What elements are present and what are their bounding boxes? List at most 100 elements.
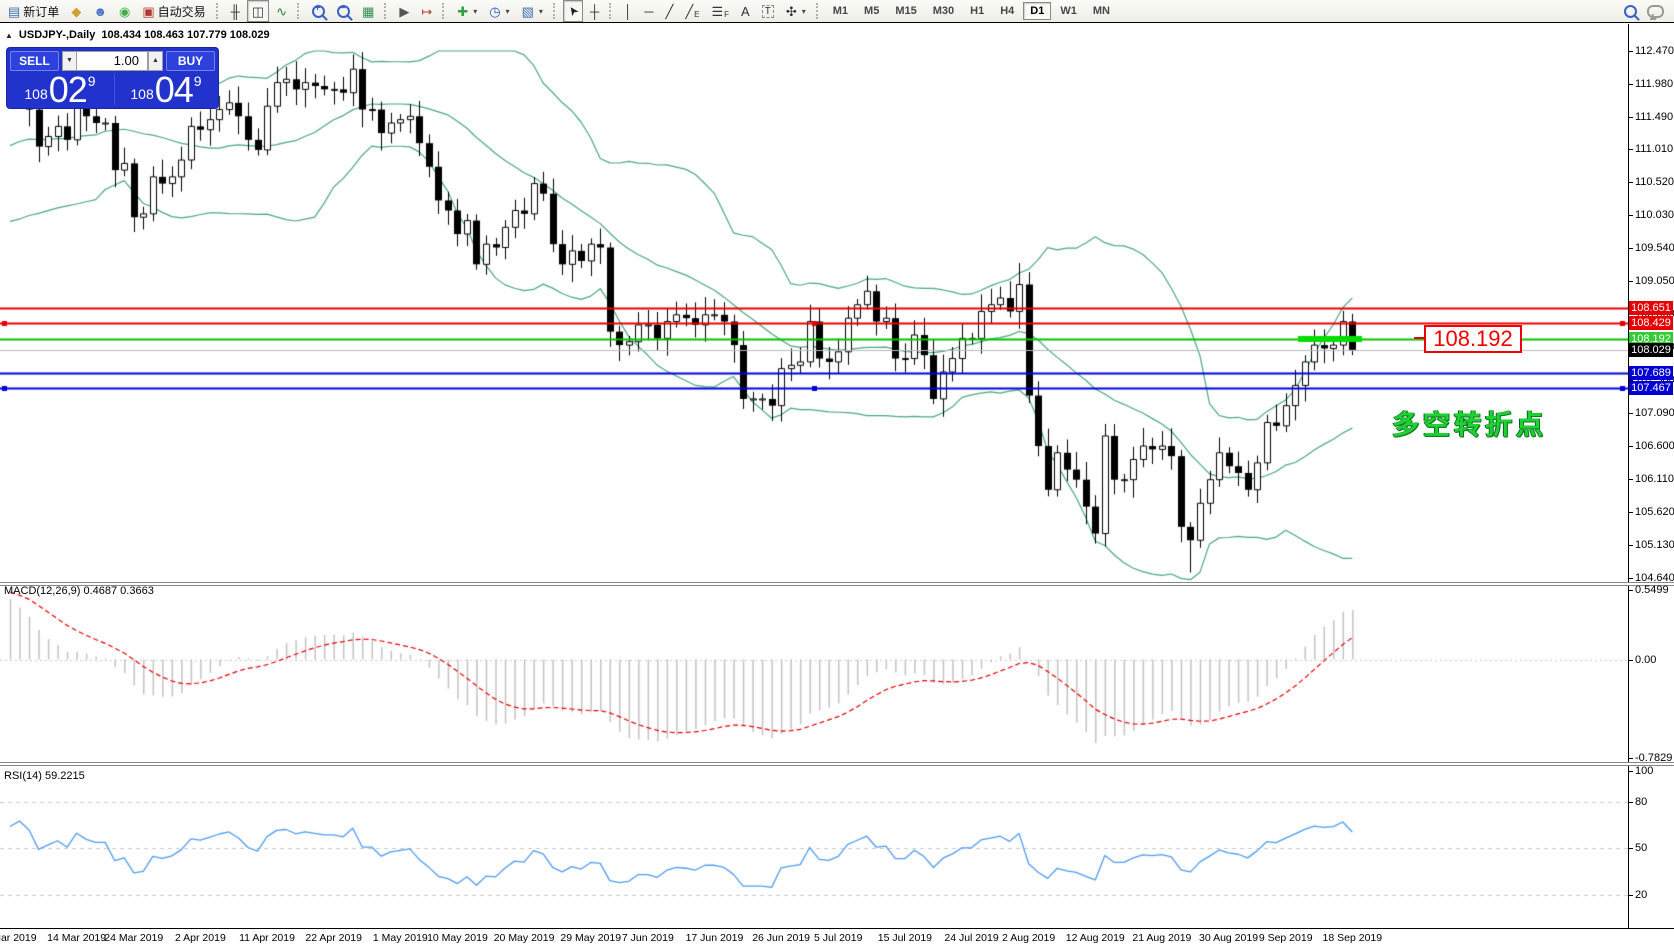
volume-input[interactable]: 1.00 — [76, 51, 148, 71]
date-label[interactable]: 12 Aug 2019 — [1065, 932, 1125, 944]
date-label[interactable]: 18 Sep 2019 — [1322, 932, 1383, 944]
price-callout-label[interactable]: 108.192 — [1424, 325, 1522, 353]
date-label[interactable]: 26 Jun 2019 — [752, 932, 811, 944]
templates-button[interactable]: ▧ ▾ — [517, 0, 548, 22]
rsi-axis-tick: 50 — [1628, 842, 1648, 855]
date-label[interactable]: 24 Jul 2019 — [944, 932, 999, 944]
collapse-panel-icon[interactable]: ▲ — [5, 30, 13, 40]
cursor-button[interactable]: ➤ — [562, 0, 583, 22]
ohlc-values: 108.434 108.463 107.779 108.029 — [101, 29, 270, 41]
volume-increase-button[interactable]: ▲ — [148, 51, 163, 71]
toolbar-grip — [297, 3, 302, 19]
date-label[interactable]: 10 May 2019 — [427, 932, 488, 944]
price-axis-tick: 105.130 — [1629, 538, 1674, 551]
fibonacci-button[interactable]: ☰ F — [707, 0, 735, 22]
timeframe-button-M30[interactable]: M30 — [932, 5, 955, 17]
date-label[interactable]: 17 Jun 2019 — [685, 932, 744, 944]
indicators-dropdown-icon[interactable]: ▾ — [473, 6, 478, 16]
date-label[interactable]: 24 Mar 2019 — [104, 932, 164, 944]
date-label[interactable]: 22 Apr 2019 — [305, 932, 362, 944]
eraser-icon: ◆ — [71, 3, 82, 19]
date-label[interactable]: 5 Mar 2019 — [0, 932, 37, 944]
chat-icon[interactable] — [1647, 4, 1664, 18]
timeframe-button-MN[interactable]: MN — [1092, 5, 1110, 17]
horizontal-line-icon: ─ — [644, 3, 654, 19]
price-axis-tick: 110.030 — [1629, 209, 1674, 222]
zoom-in-button[interactable]: + — [307, 0, 330, 22]
buy-price-display[interactable]: 108 04 9 — [114, 72, 217, 108]
periods-button[interactable]: ◷ ▾ — [484, 0, 514, 22]
sell-price-prefix: 108 — [24, 86, 48, 102]
signal-button[interactable]: ◉ — [114, 0, 135, 22]
toolbar-grip — [215, 3, 221, 19]
crosshair-button[interactable]: ┼ — [585, 0, 604, 22]
date-label[interactable]: 1 May 2019 — [372, 932, 428, 944]
sell-price-display[interactable]: 108 02 9 — [9, 69, 111, 111]
equidistant-channel-sub-label: E — [694, 10, 700, 19]
arrow-tools-dropdown-icon[interactable]: ▾ — [801, 6, 806, 16]
templates-dropdown-icon[interactable]: ▾ — [538, 6, 543, 16]
line-chart-button[interactable]: ∿ — [271, 0, 292, 22]
date-label[interactable]: 15 Jul 2019 — [877, 932, 933, 944]
sell-price-big: 02 — [48, 69, 88, 111]
chart-canvas[interactable] — [0, 24, 1628, 949]
rsi-pane-splitter[interactable] — [0, 762, 1674, 766]
macd-axis-tick: 0.5499 — [1629, 584, 1669, 597]
arrow-tools-button[interactable]: ✣ ▾ — [781, 0, 811, 22]
chinese-annotation[interactable]: 多空转折点 — [1392, 410, 1547, 440]
text-label-icon: T — [761, 4, 774, 18]
equidistant-channel-button[interactable]: ╱ E — [680, 0, 704, 22]
timeframe-button-M5[interactable]: M5 — [864, 5, 880, 17]
timeframe-button-M1[interactable]: M1 — [832, 5, 849, 17]
macd-pane-splitter[interactable] — [0, 582, 1674, 586]
timeframe-button-D1[interactable]: D1 — [1023, 2, 1052, 20]
trendline-button[interactable]: ╱ — [661, 0, 679, 22]
vertical-line-button[interactable]: │ — [619, 0, 637, 22]
bar-chart-button[interactable]: ╫ — [226, 0, 245, 22]
auto-scroll-button[interactable]: ▶ — [394, 0, 414, 22]
timeframe-button-M15[interactable]: M15 — [895, 5, 917, 17]
price-axis-tick: 112.470 — [1629, 45, 1674, 57]
date-label[interactable]: 9 Sep 2019 — [1258, 932, 1313, 944]
candlestick-chart-button[interactable]: ◫ — [246, 0, 270, 22]
timeframe-button-H4[interactable]: H4 — [1000, 5, 1015, 17]
periods-dropdown-icon[interactable]: ▾ — [505, 6, 510, 16]
timeframe-button-H1[interactable]: H1 — [970, 5, 985, 17]
auto-trading-icon: ▣ — [142, 3, 155, 19]
zoom-out-button[interactable]: − — [332, 0, 355, 22]
profile-button[interactable]: ☻ — [88, 0, 112, 22]
text-label-button[interactable]: T — [757, 0, 779, 22]
date-label[interactable]: 20 May 2019 — [493, 932, 555, 944]
equidistant-channel-icon: ╱ — [685, 3, 694, 19]
chart-shift-button[interactable]: ↦ — [416, 0, 437, 22]
date-label[interactable]: 29 May 2019 — [560, 932, 622, 944]
hline-price-label: 107.467 — [1629, 380, 1673, 395]
rsi-axis-tick: 20 — [1628, 888, 1648, 901]
price-axis-tick: 107.090 — [1629, 407, 1674, 420]
rsi-axis-tick: 80 — [1628, 795, 1648, 808]
volume-decrease-button[interactable]: ▼ — [62, 51, 77, 71]
date-label[interactable]: 2 Aug 2019 — [1002, 932, 1056, 944]
date-label[interactable]: 11 Apr 2019 — [239, 932, 295, 944]
buy-button[interactable]: BUY — [166, 51, 215, 71]
new-order-button[interactable]: ▤ 新订单 — [3, 0, 64, 22]
date-label[interactable]: 21 Aug 2019 — [1132, 932, 1192, 944]
date-label[interactable]: 7 Jun 2019 — [621, 932, 674, 944]
toolbar-grip — [815, 3, 821, 19]
toolbar-grip — [552, 3, 558, 19]
eraser-button[interactable]: ◆ — [66, 0, 86, 22]
search-icon[interactable] — [1624, 4, 1637, 18]
indicators-button[interactable]: ✚ ▾ — [452, 0, 482, 22]
timeframe-button-W1[interactable]: W1 — [1060, 5, 1077, 17]
horizontal-line-button[interactable]: ─ — [639, 0, 658, 22]
date-label[interactable]: 30 Aug 2019 — [1199, 932, 1259, 944]
date-label[interactable]: 5 Jul 2019 — [814, 932, 863, 944]
periods-icon: ◷ — [489, 3, 501, 19]
sell-button[interactable]: SELL — [10, 51, 59, 71]
date-label[interactable]: 14 Mar 2019 — [47, 932, 107, 944]
auto-trading-button[interactable]: ▣ 自动交易 — [137, 0, 210, 22]
tile-windows-button[interactable]: ▦ — [357, 0, 379, 22]
date-label[interactable]: 2 Apr 2019 — [174, 932, 226, 944]
text-button[interactable]: A — [736, 0, 755, 22]
macd-header: MACD(12,26,9) 0.4687 0.3663 — [4, 585, 154, 597]
